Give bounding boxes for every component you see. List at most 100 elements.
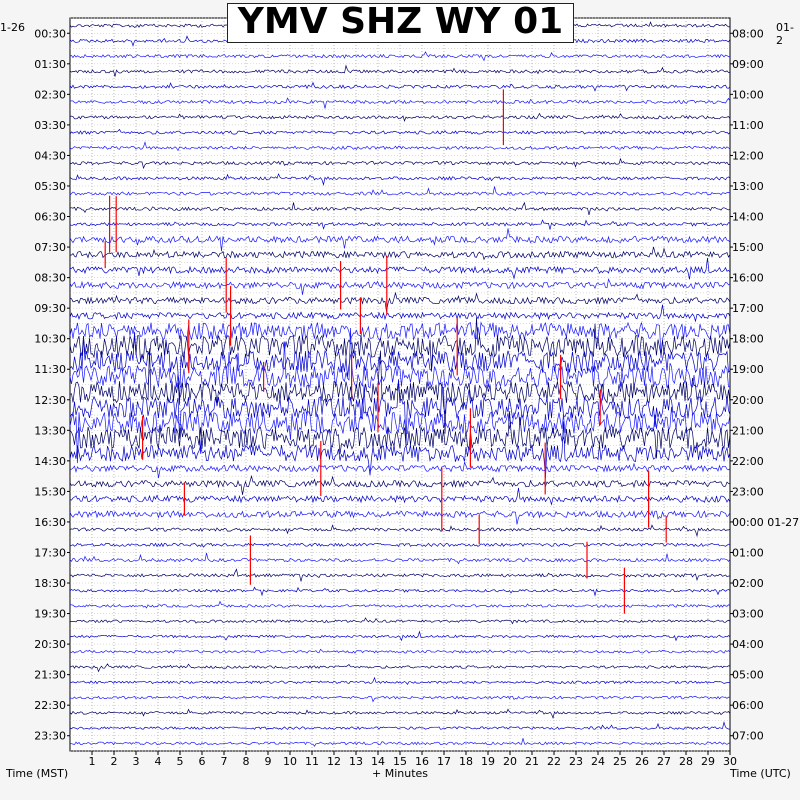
right-tick-label: 22:00 (732, 455, 764, 468)
trace-row (69, 648, 731, 654)
trace-row (69, 617, 731, 625)
left-tick-label: 22:30 (34, 699, 66, 712)
right-tick-label: 11:00 (732, 119, 764, 132)
minute-tick-label: 1 (89, 755, 96, 768)
minute-tick-label: 9 (265, 755, 272, 768)
minute-tick-label: 2 (111, 755, 118, 768)
trace-row (69, 487, 731, 506)
left-time-ticks: 00:30 01:30 02:30 03:30 04:30 05:30 06:30 07:30… (34, 27, 70, 743)
trace-row (69, 663, 731, 673)
right-tick-label: 12:00 (732, 149, 764, 162)
trace-row (69, 51, 731, 62)
right-tick-label: 01:00 (732, 546, 764, 559)
trace-row (69, 542, 731, 548)
trace-row (69, 524, 731, 538)
minute-tick-label: 21 (525, 755, 539, 768)
minute-tick-label: 12 (327, 755, 341, 768)
minute-tick-label: 28 (679, 755, 693, 768)
trace-row (69, 257, 731, 280)
right-tick-label: 07:00 (732, 730, 764, 743)
left-tick-label: 17:30 (34, 546, 66, 559)
chart-title: YMV SHZ WY 01 (237, 1, 564, 42)
left-tick-label: 14:30 (34, 455, 66, 468)
left-tick-label: 00:30 (34, 27, 66, 40)
trace-layer (69, 17, 731, 747)
trace-row (69, 421, 731, 479)
minute-tick-label: 30 (723, 755, 737, 768)
minute-tick-label: 18 (459, 755, 473, 768)
right-time-ticks: 08:00 09:00 10:00 11:00 12:00 13:00 14:00 15:00… (730, 27, 799, 743)
right-tick-label: 15:00 (732, 241, 764, 254)
trace-row (69, 186, 731, 196)
right-tick-label: 14:00 (732, 211, 764, 224)
trace-row (69, 676, 731, 686)
trace-row (69, 81, 731, 92)
minute-tick-label: 23 (569, 755, 583, 768)
minute-tick-label: 11 (305, 755, 319, 768)
right-tick-label: 13:00 (732, 180, 764, 193)
date-left-label: 1-26 (0, 21, 25, 34)
trace-row (69, 552, 731, 565)
x-axis-title-center: + Minutes (372, 767, 429, 780)
trace-row (69, 64, 731, 77)
x-axis-title-left: Time (MST) (6, 767, 69, 780)
minute-ticks: 1 2 3 4 5 6 7 8 9 10 11 12 13 14 15 16 17 18 19 20 21 22 23 24 2… (89, 751, 737, 768)
left-tick-label: 01:30 (34, 58, 66, 71)
minute-tick-label: 16 (415, 755, 429, 768)
right-tick-label: 20:00 (732, 394, 764, 407)
minute-tick-label: 17 (437, 755, 451, 768)
right-tick-label: 10:00 (732, 88, 764, 101)
left-tick-label: 06:30 (34, 211, 66, 224)
right-tick-label: 02:00 (732, 577, 764, 590)
trace-row (69, 173, 731, 186)
trace-row (69, 461, 731, 479)
trace-row (69, 474, 731, 495)
trace-row (69, 317, 731, 372)
left-tick-label: 16:30 (34, 516, 66, 529)
minute-tick-label: 4 (155, 755, 162, 768)
left-tick-label: 15:30 (34, 485, 66, 498)
right-tick-label: 06:00 (732, 699, 764, 712)
right-tick-label: 00:00 01-27 (732, 516, 799, 529)
left-tick-label: 03:30 (34, 119, 66, 132)
minute-tick-label: 5 (177, 755, 184, 768)
trace-row (69, 141, 731, 152)
trace-row (69, 331, 731, 405)
right-tick-label: 17:00 (732, 302, 764, 315)
left-tick-label: 13:30 (34, 424, 66, 437)
right-tick-label: 04:00 (732, 638, 764, 651)
right-tick-label: 09:00 (732, 58, 764, 71)
left-tick-label: 20:30 (34, 638, 66, 651)
date-right-label: 01-2 (776, 21, 794, 47)
trace-row (69, 379, 731, 445)
minute-tick-label: 13 (349, 755, 363, 768)
left-tick-label: 04:30 (34, 149, 66, 162)
spike-layer (104, 89, 667, 614)
right-tick-label: 18:00 (732, 333, 764, 346)
trace-row (69, 278, 731, 295)
trace-row (69, 720, 731, 730)
left-tick-label: 23:30 (34, 730, 66, 743)
minute-tick-label: 6 (199, 755, 206, 768)
left-tick-label: 18:30 (34, 577, 66, 590)
left-tick-label: 19:30 (34, 608, 66, 621)
trace-row (69, 97, 731, 109)
right-tick-label: 16:00 (732, 272, 764, 285)
left-tick-label: 11:30 (34, 363, 66, 376)
minute-tick-label: 8 (243, 755, 250, 768)
trace-row (69, 695, 731, 703)
trace-row (69, 600, 731, 609)
trace-row (69, 201, 731, 215)
minute-tick-label: 24 (591, 755, 605, 768)
trace-row (69, 327, 731, 401)
right-tick-label: 23:00 (732, 485, 764, 498)
left-tick-label: 08:30 (34, 272, 66, 285)
right-tick-label: 19:00 (732, 363, 764, 376)
minute-tick-label: 14 (371, 755, 385, 768)
minute-tick-label: 20 (503, 755, 517, 768)
minute-tick-label: 29 (701, 755, 715, 768)
trace-row (69, 708, 731, 720)
left-tick-label: 05:30 (34, 180, 66, 193)
left-tick-label: 02:30 (34, 88, 66, 101)
